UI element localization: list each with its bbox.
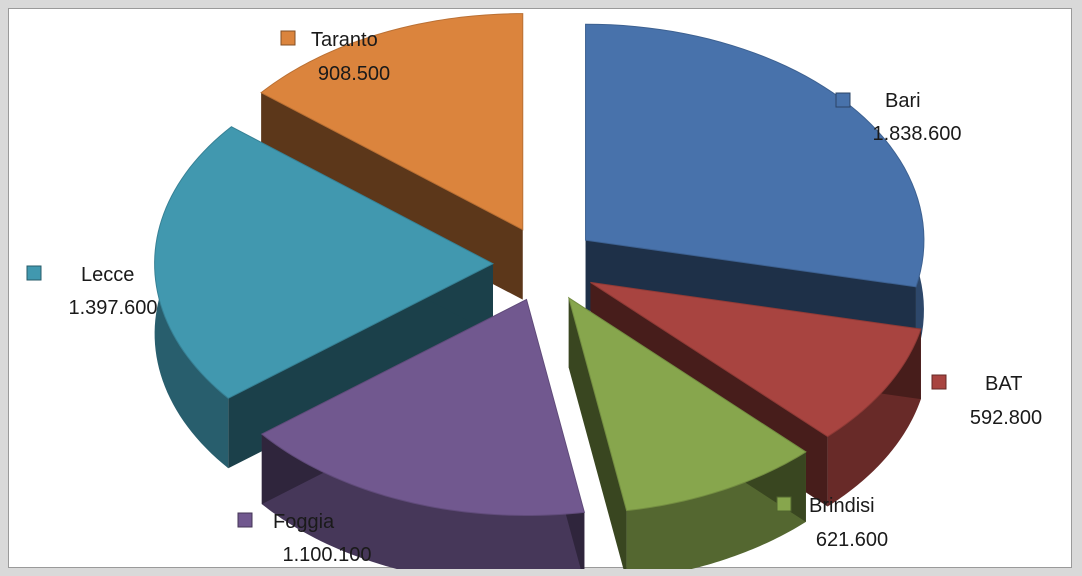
legend-swatch-taranto [280,30,296,46]
slice-top-foggia [260,298,586,517]
label-lecce: Lecce 1.397.600 [26,264,158,319]
slice-name-bat: BAT [985,373,1022,395]
slice-foggia [260,298,586,569]
slice-name-brindisi: Brindisi [809,495,875,517]
slice-value-bat: 592.800 [970,407,1042,429]
slice-wall-foggia [261,434,585,569]
slice-top-lecce [154,126,495,399]
slice-value-bari: 1.838.600 [873,123,962,145]
legend-swatch-brindisi [776,496,792,512]
slice-name-lecce: Lecce [81,264,134,286]
slice-value-taranto: 908.500 [318,63,390,85]
slice-side-brindisi-1 [568,297,627,569]
slice-top-taranto [260,13,524,231]
slice-name-bari: Bari [885,90,921,112]
slice-name-foggia: Foggia [273,511,335,533]
slice-lecce [154,126,495,469]
slice-top-bari [585,23,925,288]
label-bari: Bari 1.838.600 [835,90,962,145]
label-foggia: Foggia 1.100.100 [237,511,372,566]
legend-swatch-foggia [237,512,253,528]
legend-swatch-lecce [26,265,42,281]
label-brindisi: Brindisi 621.600 [776,495,888,551]
slice-top-brindisi [567,296,807,512]
label-taranto: Taranto 908.500 [280,29,390,85]
legend-swatch-bari [835,92,851,108]
slice-value-lecce: 1.397.600 [69,297,158,319]
slice-brindisi [567,296,807,569]
legend-swatch-bat [931,374,947,390]
slice-top-bat [590,281,922,438]
slices-layer [154,13,925,569]
chart-area: Bari 1.838.600 BAT 592.800 Brindisi 621.… [8,8,1072,569]
slice-value-foggia: 1.100.100 [283,544,372,566]
labels-layer: Bari 1.838.600 BAT 592.800 Brindisi 621.… [26,29,1042,566]
slice-value-brindisi: 621.600 [816,529,888,551]
pie-chart: Bari 1.838.600 BAT 592.800 Brindisi 621.… [26,13,1042,569]
slice-name-taranto: Taranto [311,29,378,51]
label-bat: BAT 592.800 [931,373,1042,429]
